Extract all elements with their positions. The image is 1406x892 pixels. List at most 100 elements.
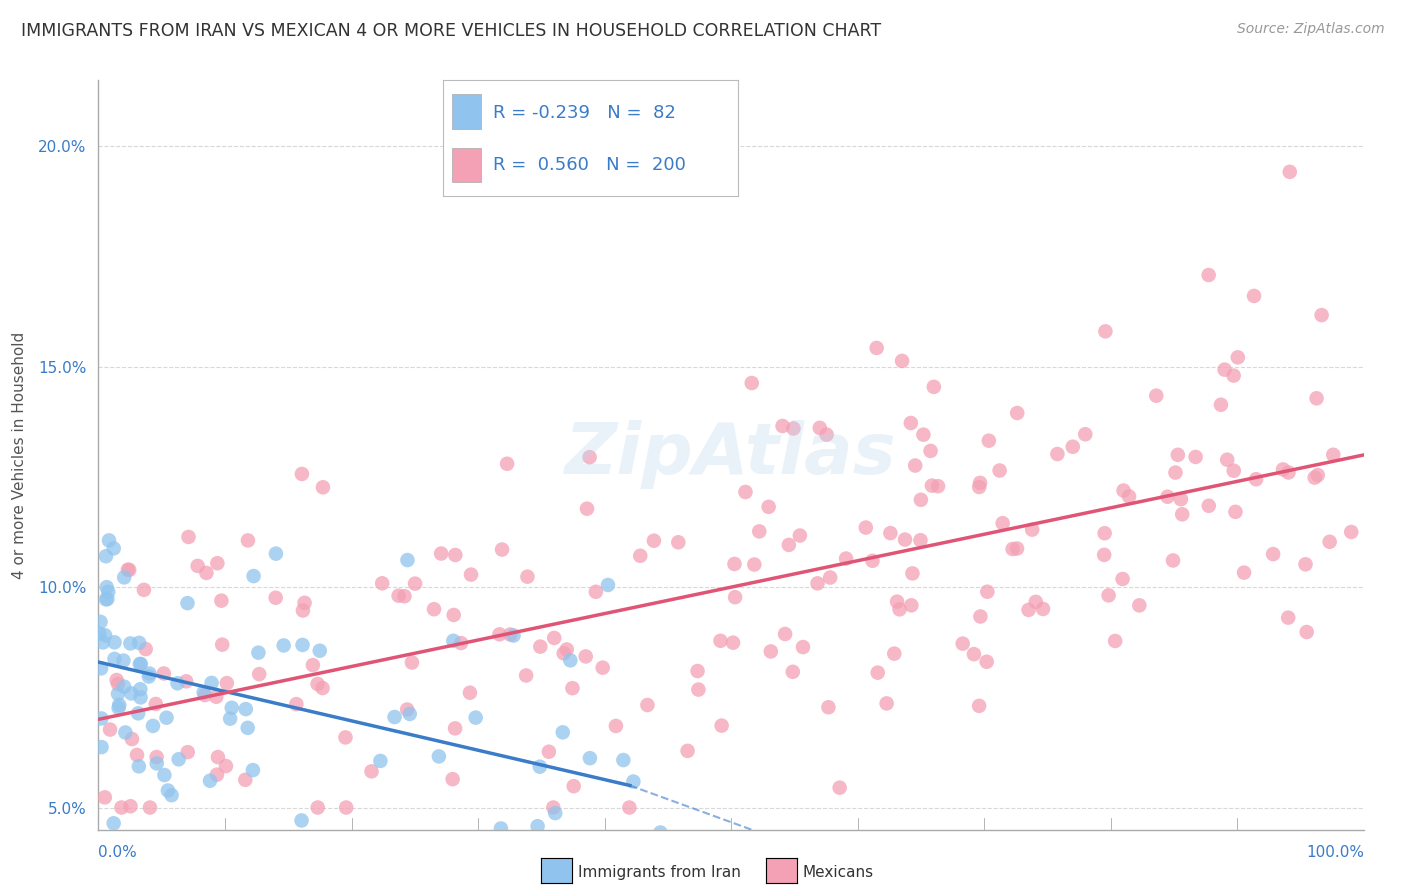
Point (920, 444, 942, 458)
Point (138, 669, 160, 683)
Point (543, 800, 565, 814)
Point (98, 723, 121, 737)
Point (666, 535, 689, 549)
Point (579, 751, 602, 765)
Point (866, 665, 889, 680)
Point (806, 576, 828, 591)
Point (388, 589, 411, 603)
Text: R =  0.560   N =  200: R = 0.560 N = 200 (494, 156, 686, 174)
Point (401, 656, 423, 670)
Point (200, 676, 222, 690)
Point (544, 806, 567, 821)
Point (1213, 362, 1236, 376)
Point (1272, 462, 1295, 476)
Point (103, 652, 125, 666)
Point (1244, 472, 1267, 486)
Point (1005, 541, 1028, 556)
Point (291, 467, 314, 481)
Point (991, 516, 1014, 531)
Point (952, 637, 974, 651)
Point (723, 557, 745, 571)
Point (592, 661, 614, 675)
Point (98, 533, 121, 548)
Point (1222, 368, 1244, 383)
Point (988, 463, 1011, 477)
Point (112, 680, 135, 694)
Point (553, 646, 575, 660)
Point (688, 682, 710, 697)
Point (1340, 524, 1362, 539)
Point (129, 690, 152, 705)
Point (772, 419, 794, 434)
Point (94, 628, 117, 642)
Point (596, 578, 619, 592)
Point (96, 865, 118, 880)
Point (527, 880, 550, 892)
Point (207, 750, 229, 764)
Point (1295, 558, 1317, 572)
Point (1018, 603, 1040, 617)
Point (398, 706, 420, 721)
Point (967, 480, 990, 494)
Point (900, 599, 922, 613)
Point (976, 655, 998, 669)
Point (105, 673, 128, 687)
Point (166, 676, 188, 690)
Point (139, 800, 162, 814)
Point (128, 657, 150, 671)
Point (921, 478, 943, 492)
Point (1144, 389, 1167, 403)
Point (97, 584, 120, 599)
Point (1171, 508, 1194, 522)
Point (384, 710, 406, 724)
Point (742, 558, 765, 572)
Point (1005, 406, 1028, 420)
Point (977, 434, 1000, 448)
Point (1118, 490, 1140, 504)
Point (912, 427, 935, 442)
Point (121, 732, 143, 747)
Point (294, 596, 316, 610)
Point (1112, 483, 1135, 498)
Point (1184, 450, 1206, 464)
Point (741, 376, 763, 390)
Point (1094, 526, 1116, 541)
Point (198, 773, 221, 788)
Point (247, 646, 270, 660)
Point (174, 674, 197, 689)
Point (247, 667, 270, 681)
Text: ZipAtlas: ZipAtlas (565, 420, 897, 490)
Point (285, 697, 308, 711)
Point (1170, 492, 1192, 507)
Point (1295, 625, 1317, 640)
Point (94, 592, 117, 607)
Point (444, 548, 467, 562)
Point (441, 772, 464, 787)
Point (499, 627, 522, 641)
Point (96, 580, 118, 594)
Point (529, 640, 551, 654)
Point (107, 677, 129, 691)
Point (1278, 165, 1301, 179)
Point (1097, 588, 1119, 602)
Point (1111, 572, 1133, 586)
Point (578, 450, 600, 465)
Point (396, 702, 419, 716)
Point (107, 687, 129, 701)
Point (900, 416, 922, 430)
Point (621, 774, 644, 789)
Point (891, 354, 914, 368)
Point (335, 800, 357, 814)
Point (242, 569, 264, 583)
Point (560, 653, 582, 667)
Point (128, 759, 150, 773)
Point (815, 427, 838, 442)
Point (789, 528, 811, 542)
Point (112, 570, 135, 584)
Point (396, 553, 419, 567)
Point (855, 520, 877, 534)
Point (145, 697, 167, 711)
Point (264, 591, 287, 605)
Point (969, 609, 991, 624)
Point (205, 690, 228, 704)
